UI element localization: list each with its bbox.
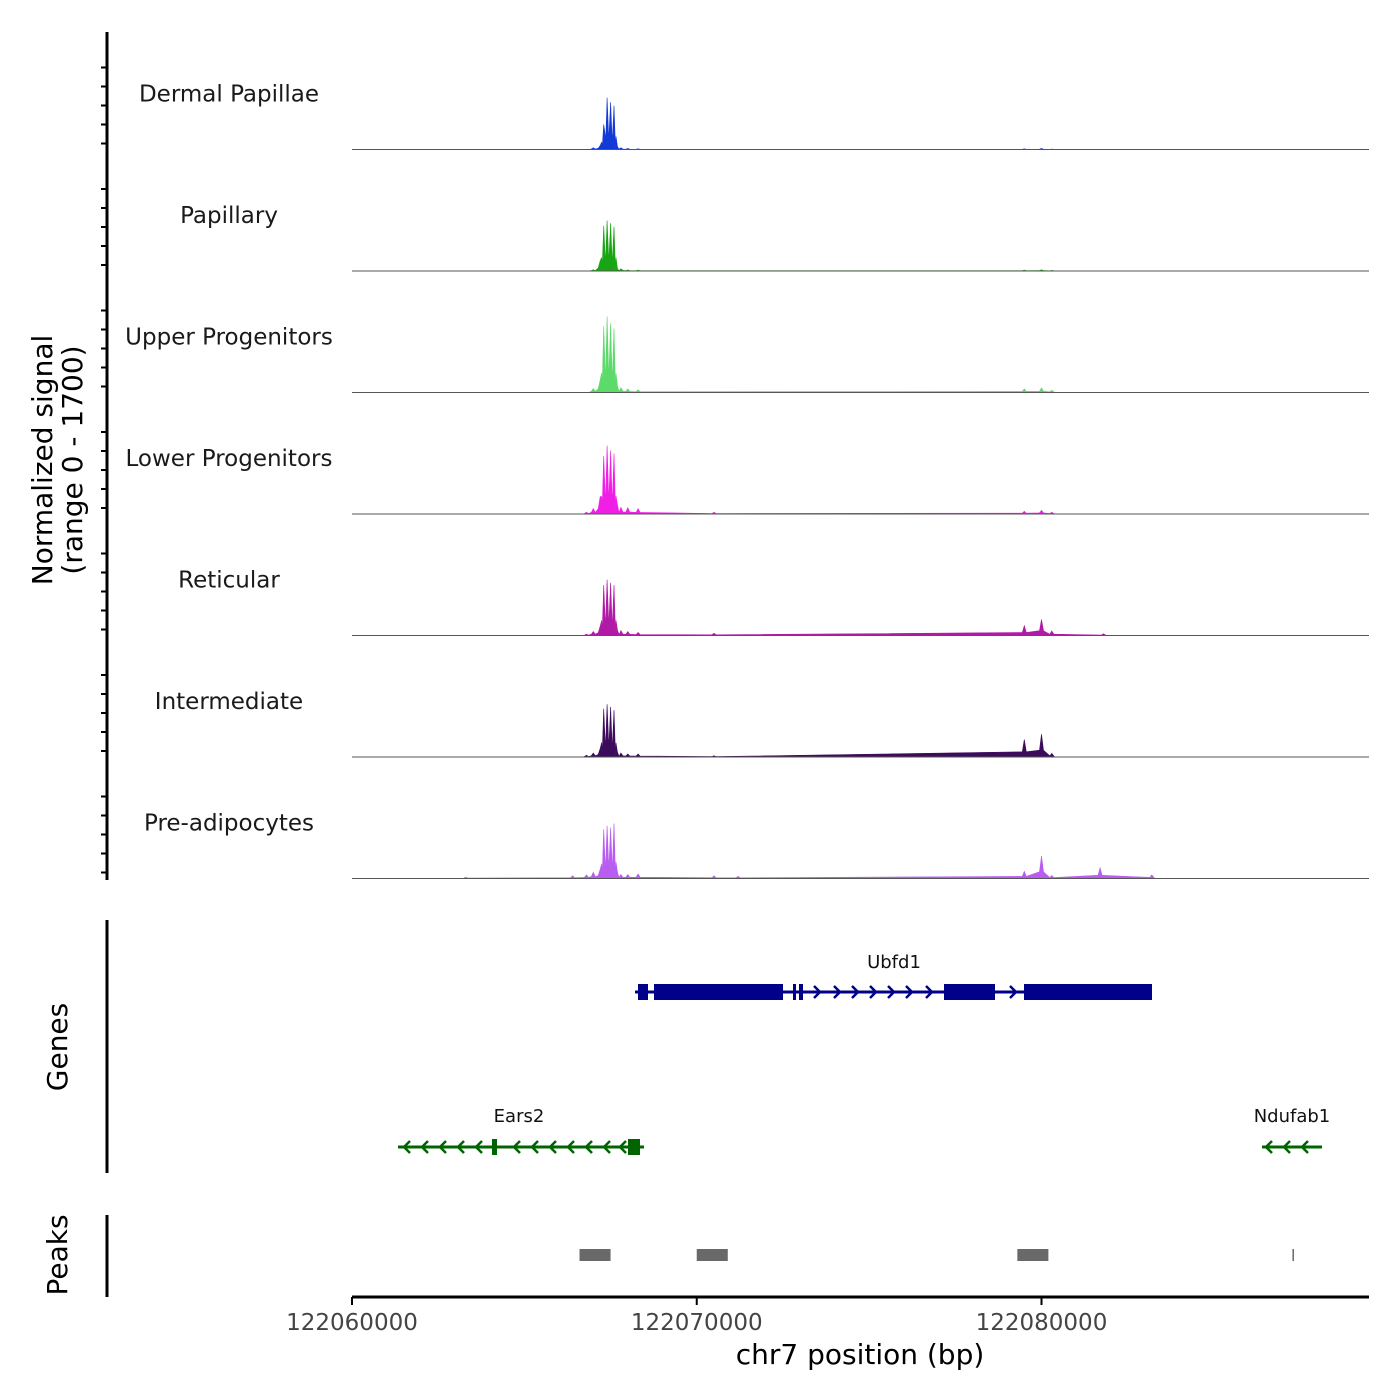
signal-area-path bbox=[352, 220, 1369, 272]
strand-arrow bbox=[887, 985, 896, 999]
signal-track: Pre-adipocytes bbox=[144, 811, 1369, 879]
strand-arrow bbox=[833, 985, 842, 999]
strand-arrow bbox=[1009, 985, 1018, 999]
gene-label: Ndufab1 bbox=[1254, 1106, 1331, 1127]
peaks-track-label: Peaks bbox=[41, 1214, 74, 1295]
gene-label: Ubfd1 bbox=[867, 952, 921, 973]
strand-arrow bbox=[584, 1140, 593, 1154]
strand-arrow bbox=[851, 985, 860, 999]
signal-tracks: Dermal Papillae Papillary Upper Progenitor… bbox=[125, 82, 1369, 879]
gene-exon bbox=[799, 984, 803, 1000]
track-label: Pre-adipocytes bbox=[144, 811, 314, 837]
track-label: Lower Progenitors bbox=[126, 446, 333, 472]
signal-area-path bbox=[352, 445, 1369, 515]
peak-region bbox=[1017, 1249, 1049, 1261]
gene-label: Ears2 bbox=[494, 1106, 545, 1127]
gene-model: Ndufab1 bbox=[1254, 1106, 1331, 1154]
peak-region bbox=[696, 1249, 728, 1261]
strand-arrow bbox=[1264, 1140, 1273, 1154]
signal-track: Upper Progenitors bbox=[125, 316, 1369, 393]
strand-arrow bbox=[512, 1140, 521, 1154]
strand-arrow bbox=[1282, 1140, 1291, 1154]
y-axis-title: Normalized signal bbox=[26, 335, 59, 586]
x-tick-label: 122070000 bbox=[631, 1310, 763, 1336]
strand-arrow bbox=[925, 985, 934, 999]
gene-exon bbox=[793, 984, 796, 1000]
x-axis: 122060000 122070000 122080000 bbox=[286, 1295, 1369, 1336]
signal-track: Dermal Papillae bbox=[139, 82, 1369, 150]
y-axis-range-label: (range 0 - 1700) bbox=[56, 345, 89, 574]
signal-area-path bbox=[352, 316, 1369, 393]
strand-arrow bbox=[530, 1140, 539, 1154]
x-tick-label: 122080000 bbox=[976, 1310, 1108, 1336]
signal-area-path bbox=[352, 97, 1369, 150]
gene-exon bbox=[638, 984, 648, 1000]
signal-area-path bbox=[352, 823, 1369, 879]
strand-arrow bbox=[1300, 1140, 1309, 1154]
strand-arrow bbox=[548, 1140, 557, 1154]
gene-exon bbox=[944, 984, 995, 1000]
strand-arrow bbox=[438, 1140, 447, 1154]
track-label: Upper Progenitors bbox=[125, 325, 333, 351]
strand-arrow bbox=[456, 1140, 465, 1154]
strand-arrow bbox=[474, 1140, 483, 1154]
strand-arrow bbox=[813, 985, 822, 999]
gene-model: Ears2 bbox=[398, 1106, 644, 1155]
signal-area-path bbox=[352, 704, 1369, 758]
track-label: Papillary bbox=[180, 203, 278, 229]
gene-exon bbox=[1024, 984, 1152, 1000]
signal-track: Reticular bbox=[178, 568, 1369, 636]
strand-arrow bbox=[905, 985, 914, 999]
x-tick-label: 122060000 bbox=[286, 1310, 418, 1336]
track-label: Dermal Papillae bbox=[139, 82, 319, 108]
strand-arrow bbox=[602, 1140, 611, 1154]
signal-y-axis bbox=[101, 32, 109, 880]
gene-exon bbox=[628, 1139, 640, 1155]
x-axis-title: chr7 position (bp) bbox=[736, 1338, 985, 1371]
genes-track: Ubfd1 Ears2 Ndufab1 bbox=[398, 952, 1330, 1155]
strand-arrow bbox=[420, 1140, 429, 1154]
signal-track: Intermediate bbox=[155, 689, 1369, 758]
peak-region bbox=[579, 1249, 611, 1261]
strand-arrow bbox=[566, 1140, 575, 1154]
gene-exon bbox=[654, 984, 668, 1000]
peaks-track bbox=[579, 1249, 1294, 1261]
gene-model: Ubfd1 bbox=[635, 952, 1152, 1000]
strand-arrow bbox=[402, 1140, 411, 1154]
signal-track: Lower Progenitors bbox=[126, 445, 1369, 515]
track-label: Reticular bbox=[178, 568, 280, 594]
track-label: Intermediate bbox=[155, 689, 303, 715]
gene-exon bbox=[668, 984, 783, 1000]
signal-track: Papillary bbox=[180, 203, 1369, 272]
gene-exon bbox=[492, 1139, 497, 1155]
strand-arrow bbox=[618, 1140, 627, 1154]
signal-area-path bbox=[352, 579, 1369, 636]
peak-region bbox=[1292, 1249, 1294, 1261]
genes-track-label: Genes bbox=[41, 1003, 74, 1091]
strand-arrow bbox=[869, 985, 878, 999]
